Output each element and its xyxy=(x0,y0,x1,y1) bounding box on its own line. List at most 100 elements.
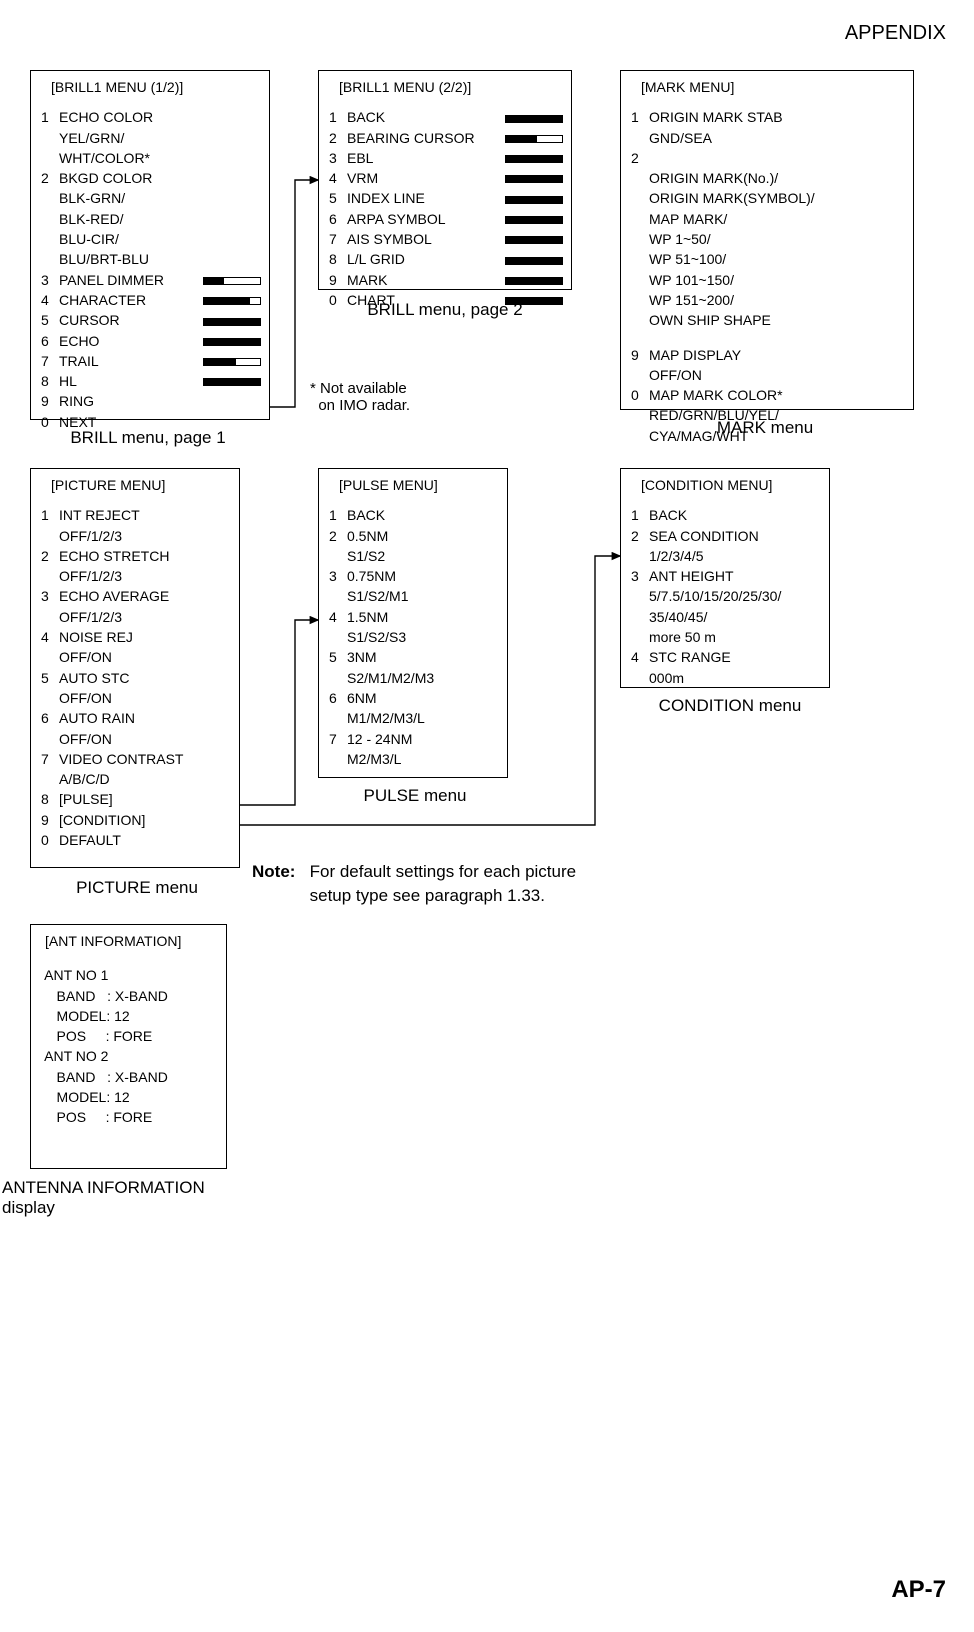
menu-item-option: M2/M3/L xyxy=(329,749,499,769)
menu-item-option: MAP MARK/ xyxy=(631,209,905,229)
condition-menu-caption: CONDITION menu xyxy=(640,696,820,716)
menu-title: [BRILL1 MENU (1/2)] xyxy=(41,77,261,97)
menu-item: 5CURSOR xyxy=(41,310,261,330)
menu-title: [CONDITION MENU] xyxy=(631,475,821,495)
menu-item-number: 2 xyxy=(631,526,649,546)
menu-item-label: AUTO STC xyxy=(59,668,231,688)
menu-item-label: INT REJECT xyxy=(59,505,231,525)
menu-item-option: OFF/1/2/3 xyxy=(41,526,231,546)
menu-item-number: 2 xyxy=(631,148,649,168)
menu-item: 8HL xyxy=(41,371,261,391)
menu-item-number: 9 xyxy=(631,345,649,365)
menu-item-number: 8 xyxy=(329,249,347,269)
menu-item-number: 1 xyxy=(41,107,59,127)
menu-item-number: 4 xyxy=(41,627,59,647)
menu-item-label: TRAIL xyxy=(59,351,201,371)
menu-item-option: OWN SHIP SHAPE xyxy=(631,310,905,330)
menu-item: 9MAP DISPLAY xyxy=(631,345,905,365)
menu-item-label: L/L GRID xyxy=(347,249,503,269)
slider-icon xyxy=(503,270,563,290)
menu-item-label: ECHO STRETCH xyxy=(59,546,231,566)
menu-item-option: BLU-CIR/ xyxy=(41,229,261,249)
slider-icon xyxy=(201,290,261,310)
menu-item-option: BLK-RED/ xyxy=(41,209,261,229)
menu-item: 41.5NM xyxy=(329,607,499,627)
menu-item-number: 7 xyxy=(41,749,59,769)
menu-title: [ANT INFORMATION] xyxy=(41,931,218,951)
menu-item: 4VRM xyxy=(329,168,563,188)
menu-item-label: 12 - 24NM xyxy=(347,729,499,749)
menu-item-number: 1 xyxy=(329,107,347,127)
slider-icon xyxy=(503,229,563,249)
menu-item-number: 6 xyxy=(329,209,347,229)
slider-icon xyxy=(503,168,563,188)
menu-item-label: EBL xyxy=(347,148,503,168)
ant-info-line: POS : FORE xyxy=(41,1026,218,1046)
menu-item-option: S1/S2 xyxy=(329,546,499,566)
menu-item-option: OFF/1/2/3 xyxy=(41,607,231,627)
menu-item-label: INDEX LINE xyxy=(347,188,503,208)
menu-item: 9RING xyxy=(41,391,261,411)
menu-item-option: 5/7.5/10/15/20/25/30/ xyxy=(631,586,821,606)
menu-item-label: NOISE REJ xyxy=(59,627,231,647)
menu-item-option: ORIGIN MARK(SYMBOL)/ xyxy=(631,188,905,208)
slider-icon xyxy=(201,310,261,330)
menu-item: 1BACK xyxy=(631,505,821,525)
menu-item: 4NOISE REJ xyxy=(41,627,231,647)
menu-title: [BRILL1 MENU (2/2)] xyxy=(329,77,563,97)
menu-item-label: [CONDITION] xyxy=(59,810,231,830)
menu-item-number: 0 xyxy=(631,385,649,405)
menu-item-number: 8 xyxy=(41,789,59,809)
ant-info-line: MODEL: 12 xyxy=(41,1087,218,1107)
menu-item-number: 7 xyxy=(329,229,347,249)
menu-item: 20.5NM xyxy=(329,526,499,546)
menu-item: 1ORIGIN MARK STAB xyxy=(631,107,905,127)
condition-menu: [CONDITION MENU]1BACK2SEA CONDITION1/2/3… xyxy=(620,468,830,688)
default-settings-note: Note: For default settings for each pict… xyxy=(252,860,576,908)
menu-item: 0MAP MARK COLOR* xyxy=(631,385,905,405)
menu-title: [PULSE MENU] xyxy=(329,475,499,495)
ant-info-line: MODEL: 12 xyxy=(41,1006,218,1026)
menu-item-label: 6NM xyxy=(347,688,499,708)
menu-item-number: 1 xyxy=(41,505,59,525)
menu-item-option: ORIGIN MARK(No.)/ xyxy=(631,168,905,188)
menu-item-number: 1 xyxy=(631,107,649,127)
menu-item: 66NM xyxy=(329,688,499,708)
menu-item-label: ECHO COLOR xyxy=(59,107,261,127)
menu-item-label: 0.75NM xyxy=(347,566,499,586)
brill-menu-page-2: [BRILL1 MENU (2/2)]1BACK 2BEARING CURSOR… xyxy=(318,70,572,290)
menu-item: 8L/L GRID xyxy=(329,249,563,269)
menu-item-number: 4 xyxy=(329,168,347,188)
menu-item-option: more 50 m xyxy=(631,627,821,647)
menu-item-label: AIS SYMBOL xyxy=(347,229,503,249)
menu-item-number: 6 xyxy=(41,708,59,728)
menu-item-label: STC RANGE xyxy=(649,647,821,667)
menu-item-option: S2/M1/M2/M3 xyxy=(329,668,499,688)
menu-item-number: 3 xyxy=(329,148,347,168)
menu-item-option: OFF/1/2/3 xyxy=(41,566,231,586)
menu-item-label: VRM xyxy=(347,168,503,188)
menu-item: 7VIDEO CONTRAST xyxy=(41,749,231,769)
menu-item-label: ORIGIN MARK STAB xyxy=(649,107,905,127)
menu-item-label: 1.5NM xyxy=(347,607,499,627)
menu-item: 3ECHO AVERAGE xyxy=(41,586,231,606)
slider-icon xyxy=(503,209,563,229)
menu-item: 2SEA CONDITION xyxy=(631,526,821,546)
asterisk-note-line2: on IMO radar. xyxy=(318,397,410,414)
menu-item: 2ECHO STRETCH xyxy=(41,546,231,566)
menu-item: 3PANEL DIMMER xyxy=(41,270,261,290)
menu-title: [PICTURE MENU] xyxy=(41,475,231,495)
menu-item: 2BEARING CURSOR xyxy=(329,128,563,148)
menu-item: 712 - 24NM xyxy=(329,729,499,749)
menu-item-label: MARK xyxy=(347,270,503,290)
menu-item: 1ECHO COLOR xyxy=(41,107,261,127)
menu-item-label: SEA CONDITION xyxy=(649,526,821,546)
menu-item-label: BEARING CURSOR xyxy=(347,128,503,148)
menu-item-number: 2 xyxy=(41,546,59,566)
menu-item-label: HL xyxy=(59,371,201,391)
menu-item-label: AUTO RAIN xyxy=(59,708,231,728)
menu-item-number: 9 xyxy=(41,810,59,830)
menu-item-number: 2 xyxy=(41,168,59,188)
menu-item-label: BKGD COLOR xyxy=(59,168,261,188)
mark-menu: [MARK MENU]1ORIGIN MARK STABGND/SEA2 ORI… xyxy=(620,70,914,410)
